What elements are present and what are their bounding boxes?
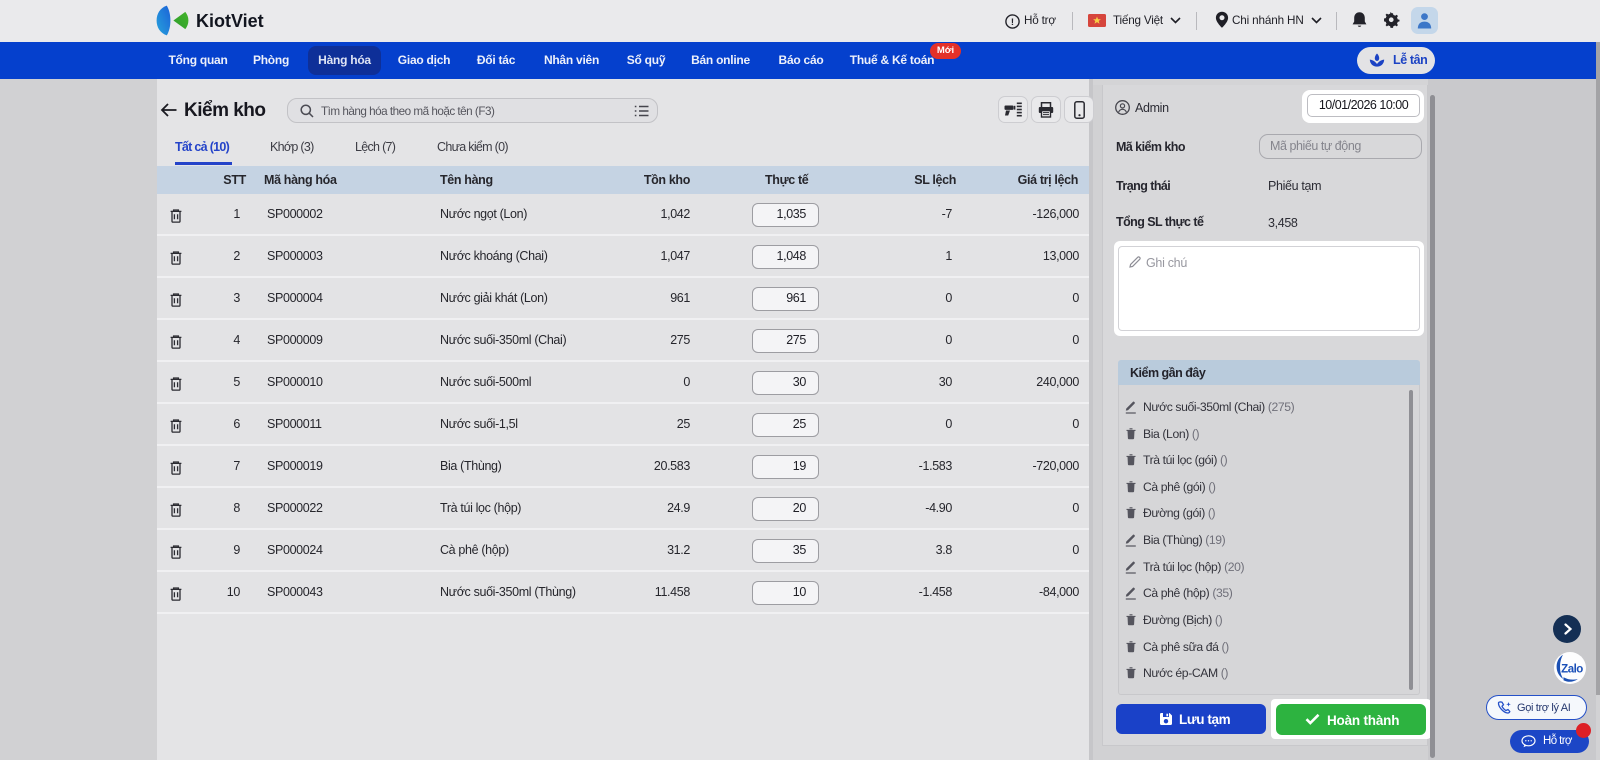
svg-text:!: !	[1011, 16, 1014, 27]
svg-text:Zalo: Zalo	[1561, 663, 1583, 675]
